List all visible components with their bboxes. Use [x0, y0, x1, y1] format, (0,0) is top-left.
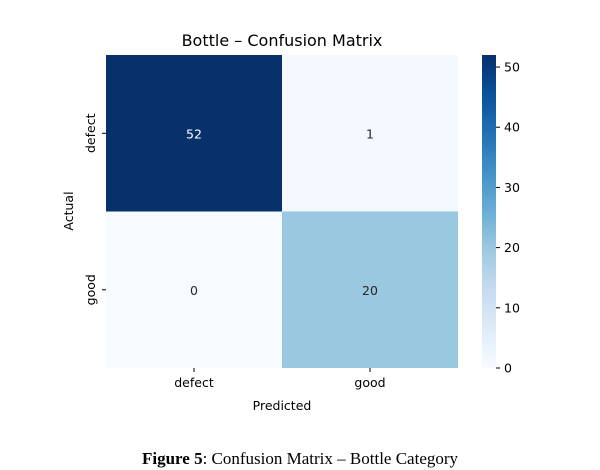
cell-value-label: 1: [366, 126, 374, 141]
heatmap-cell: [282, 55, 458, 212]
colorbar-tick-label: 40: [504, 120, 520, 135]
x-tick-label: good: [354, 375, 385, 390]
caption-text: : Confusion Matrix – Bottle Category: [202, 449, 459, 468]
y-axis-label: Actual: [61, 191, 76, 230]
colorbar-tick-label: 0: [504, 361, 512, 376]
caption-label: Figure 5: [141, 449, 203, 468]
cell-value-label: 20: [362, 283, 378, 298]
heatmap-cell-labels: 52 1 0 20: [186, 126, 378, 298]
colorbar-tick-label: 30: [504, 180, 520, 195]
colorbar-tick-label: 20: [504, 240, 520, 255]
x-axis: defect good: [174, 368, 386, 390]
heatmap-cell: [106, 55, 282, 212]
confusion-matrix-figure: Bottle – Confusion Matrix 52 10 20 defect g…: [61, 31, 520, 413]
x-tick-label: defect: [174, 375, 214, 390]
y-tick-label: good: [83, 274, 98, 305]
y-tick-label: defect: [83, 113, 98, 153]
cell-value-label: 0: [190, 283, 198, 298]
figure-caption: Figure 5: Confusion Matrix – Bottle Cate…: [0, 449, 600, 469]
y-axis: defect good: [83, 113, 106, 305]
colorbar: [482, 55, 496, 368]
colorbar-tick-label: 50: [504, 60, 520, 75]
colorbar-tick-label: 10: [504, 300, 520, 315]
heatmap-cells: [106, 55, 458, 368]
heatmap-cell: [282, 211, 458, 368]
heatmap-cell: [106, 211, 282, 368]
chart-title: Bottle – Confusion Matrix: [182, 31, 383, 50]
colorbar-ticks: 0 10 20 30 40 50: [496, 60, 520, 376]
cell-value-label: 52: [186, 126, 202, 141]
x-axis-label: Predicted: [253, 398, 312, 413]
